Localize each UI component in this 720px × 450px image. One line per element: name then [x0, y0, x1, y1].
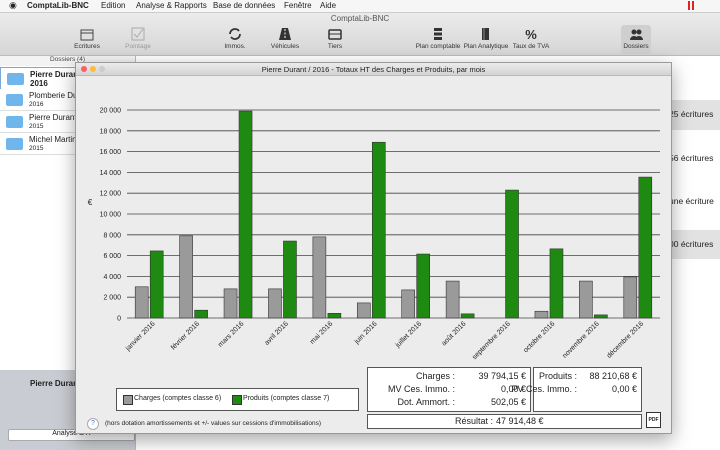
status-icon	[688, 1, 690, 10]
apple-menu[interactable]: ◉	[9, 0, 17, 10]
item-name: Plomberie Du	[29, 91, 78, 100]
legend-swatch	[232, 395, 242, 405]
toolbar-button[interactable]: Ecritures	[57, 27, 117, 50]
menu-item[interactable]: Fenêtre	[284, 1, 312, 10]
menu-item[interactable]: Aide	[320, 1, 337, 10]
folder-icon	[7, 73, 24, 85]
charges-box: Charges : 39 794,15 € MV Ces. Immo. : 0,00…	[367, 367, 531, 412]
folder-icon	[6, 138, 23, 150]
summary-label: PV Ces. Immo. :	[511, 384, 577, 394]
svg-text:%: %	[525, 27, 537, 41]
toolbar-button[interactable]: Immos.	[205, 27, 265, 50]
toolbar-button[interactable]: Véhicules	[255, 27, 315, 50]
toolbar-button[interactable]: % Taux de TVA	[501, 27, 561, 50]
toolbar-button[interactable]: Pointage	[108, 27, 168, 50]
toolbar-label: Véhicules	[270, 43, 300, 50]
summary-label: Dot. Ammort. :	[397, 397, 455, 407]
toolbar-label: Taux de TVA	[512, 43, 550, 50]
folder-icon	[6, 116, 23, 128]
legend-label: Produits (comptes classe 7)	[243, 395, 330, 402]
modal-window: Pierre Durant / 2016 - Totaux HT des Cha…	[75, 62, 672, 434]
item-year: 2015	[29, 123, 44, 130]
result-label: Résultat :	[454, 416, 493, 426]
summary-value: 502,05 €	[490, 397, 526, 407]
menu-item[interactable]: Base de données	[213, 1, 276, 10]
summary-label: Produits :	[538, 371, 577, 381]
toolbar-label: Immos.	[224, 43, 246, 50]
item-year: 2015	[29, 145, 44, 152]
entry-count: une écriture	[669, 196, 714, 206]
toolbar-button[interactable]: Tiers	[305, 27, 365, 50]
summary-label: Charges :	[415, 371, 455, 381]
menu-bar: ◉ ComptaLib-BNC Edition Analyse & Rappor…	[0, 0, 720, 13]
modal-title: Pierre Durant / 2016 - Totaux HT des Cha…	[261, 65, 486, 74]
selected-name: Pierre Durant	[30, 379, 81, 388]
toolbar-label: Dossiers	[623, 43, 649, 50]
toolbar-label: Plan comptable	[415, 43, 461, 50]
item-year: 2016	[30, 79, 48, 88]
toolbar-label: Tiers	[327, 43, 343, 50]
toolbar-label: Pointage	[125, 43, 151, 50]
entry-count: 00 écritures	[669, 239, 714, 249]
help-button[interactable]: ?	[87, 418, 99, 430]
result-value: 47 914,48 €	[496, 416, 544, 426]
toolbar-label: Ecritures	[74, 43, 100, 50]
result-box: Résultat :47 914,48 €	[367, 414, 642, 429]
summary-value: 0,00 €	[611, 384, 637, 394]
legend: Charges (comptes classe 6) Produits (com…	[116, 388, 359, 411]
item-name: Michel Martin	[29, 135, 77, 144]
window-title: ComptaLib-BNC	[330, 14, 390, 23]
entry-count: 56 écritures	[669, 153, 714, 163]
legend-label: Charges (comptes classe 6)	[134, 395, 222, 402]
menu-item[interactable]: Analyse & Rapports	[136, 1, 207, 10]
produits-box: Produits : 88 210,68 € PV Ces. Immo. : 0,0…	[511, 367, 642, 412]
menu-app[interactable]: ComptaLib-BNC	[27, 1, 89, 10]
item-year: 2016	[29, 101, 44, 108]
item-name: Pierre Durant	[29, 113, 77, 122]
modal-titlebar: Pierre Durant / 2016 - Totaux HT des Cha…	[76, 63, 671, 76]
summary-value: 88 210,68 €	[589, 371, 637, 381]
summary-value: 39 794,15 €	[478, 371, 526, 381]
toolbar-button[interactable]: Dossiers	[606, 27, 666, 50]
entry-count: 25 écritures	[669, 109, 714, 119]
pdf-button[interactable]: PDF	[646, 412, 661, 428]
toolbar-button[interactable]: Plan comptable	[408, 27, 468, 50]
window-toolbar: ComptaLib-BNC	[0, 13, 720, 56]
menu-item[interactable]: Edition	[101, 1, 126, 10]
toolbar-label: Plan Analytique	[463, 43, 509, 50]
window-controls[interactable]	[81, 66, 87, 72]
folder-icon	[6, 94, 23, 106]
summary-value: 0,00 €	[500, 384, 526, 394]
sidebar-header: Dossiers (4)	[0, 56, 135, 66]
item-name: Pierre Durant	[30, 70, 81, 79]
legend-swatch	[123, 395, 133, 405]
toolbar-button[interactable]: Plan Analytique	[456, 27, 516, 50]
note: (hors dotation amortissements et +/- val…	[105, 420, 322, 427]
summary-label: MV Ces. Immo. :	[387, 384, 455, 394]
